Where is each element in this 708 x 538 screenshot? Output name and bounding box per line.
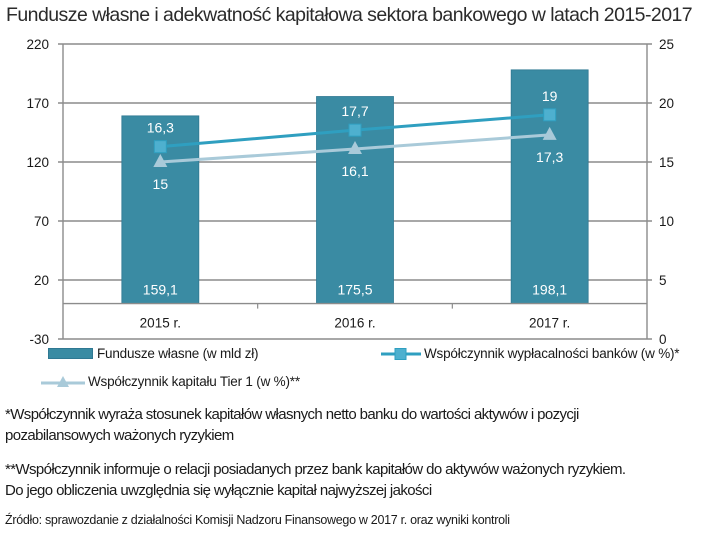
right-axis-tick: 0	[659, 332, 667, 345]
square-marker-icon	[348, 123, 362, 137]
solvency-value-label: 19	[542, 88, 558, 104]
right-axis-tick: 10	[659, 214, 674, 229]
left-axis-tick: 20	[34, 273, 49, 288]
triangle-marker-icon	[153, 154, 168, 167]
square-marker-line-icon	[381, 347, 421, 360]
legend-item-bar: Fundusze własne (w mld zł)	[48, 346, 259, 361]
category-label: 2016 r.	[334, 316, 375, 331]
tier1-value-label: 17,3	[536, 149, 563, 165]
bar-value-label: 198,1	[532, 282, 567, 298]
right-axis-tick: 20	[659, 96, 674, 111]
legend-item-tier1: Współczynnik kapitału Tier 1 (w %)**	[41, 374, 300, 389]
solvency-value-label: 16,3	[147, 120, 174, 136]
footnote-1-line-1: *Współczynnik wyraża stosunek kapitałów …	[5, 406, 579, 423]
left-axis-tick: -30	[29, 332, 49, 345]
legend-label-bar: Fundusze własne (w mld zł)	[97, 346, 259, 361]
footnote-2-line-1: **Współczynnik informuje o relacji posia…	[5, 461, 626, 478]
source-note: Źródło: sprawozdanie z działalności Komi…	[5, 513, 510, 527]
category-label: 2015 r.	[140, 316, 181, 331]
footnote-2: **Współczynnik informuje o relacji posia…	[5, 459, 626, 501]
right-axis-tick: 5	[659, 273, 667, 288]
solvency-value-label: 17,7	[341, 103, 368, 119]
square-marker-icon	[153, 140, 167, 154]
triangle-marker-icon	[542, 126, 557, 140]
bar-value-label: 159,1	[143, 282, 178, 298]
legend-label-tier1: Współczynnik kapitału Tier 1 (w %)**	[88, 374, 300, 389]
right-axis-tick: 25	[659, 37, 674, 52]
legend-label-solvency: Współczynnik wypłacalności banków (w %)*	[424, 346, 680, 361]
bar-value-label: 175,5	[337, 282, 372, 298]
footnote-1: *Współczynnik wyraża stosunek kapitałów …	[5, 404, 579, 446]
left-axis-tick: 120	[26, 155, 49, 170]
category-label: 2017 r.	[529, 316, 570, 331]
triangle-marker-icon	[348, 141, 362, 155]
tier1-value-label: 15	[153, 176, 169, 192]
right-axis-tick: 15	[659, 155, 674, 170]
left-axis-tick: 70	[34, 214, 49, 229]
triangle-marker-line-icon	[41, 375, 85, 387]
left-axis-tick: 220	[26, 37, 49, 52]
legend-item-solvency: Współczynnik wypłacalności banków (w %)*	[381, 346, 680, 361]
left-axis-tick: 170	[26, 96, 49, 111]
chart-title: Fundusze własne i adekwatność kapitałowa…	[6, 4, 693, 26]
bar-fundusze	[510, 69, 589, 304]
footnote-2-line-2: Do jego obliczenia uwzględnia się wyłącz…	[5, 482, 432, 499]
footnote-1-line-2: pozabilansowych ważonych ryzykiem	[5, 427, 234, 444]
bar-swatch-icon	[48, 348, 93, 359]
square-marker-icon	[543, 108, 557, 122]
chart-area: 220 25 170 20 120 15 70 10 20 5 -30 0 159,1 175,5 198,…	[26, 37, 674, 345]
tier1-value-label: 16,1	[341, 163, 368, 179]
